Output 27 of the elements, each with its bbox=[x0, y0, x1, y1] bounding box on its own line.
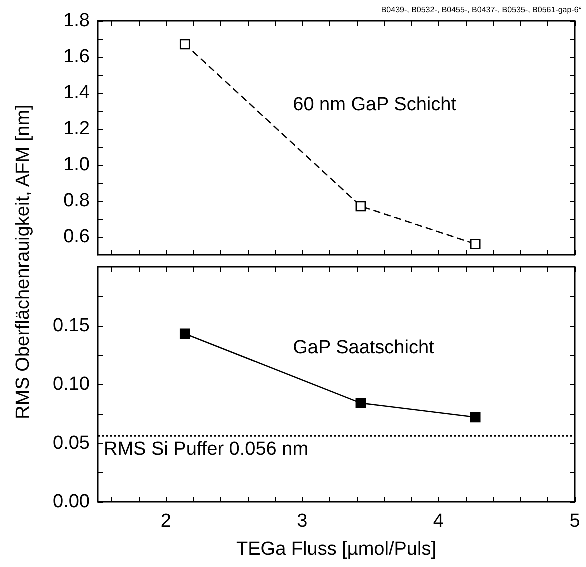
y-tick-label: 0.15 bbox=[53, 315, 90, 336]
y-tick-label: 0.05 bbox=[53, 432, 90, 454]
text: B0439-, B0532-, B0455-, B0437-, B0535-, B0561-gap-6° bbox=[381, 6, 582, 14]
point bbox=[180, 39, 190, 50]
y-tick-label: 1.6 bbox=[64, 46, 90, 68]
x-tick-label: 3 bbox=[297, 511, 308, 532]
y-tick-label: 1.2 bbox=[64, 118, 90, 140]
series-label: 60 nm GaP Schicht bbox=[293, 94, 458, 116]
x-tick-label: 5 bbox=[570, 511, 580, 532]
y-tick-label: 0.6 bbox=[64, 226, 90, 248]
x-axis-title: TEGa Fluss [µmol/Puls] bbox=[236, 539, 436, 560]
y-tick-label: 0.8 bbox=[64, 190, 90, 212]
y-tick-label: 1.0 bbox=[64, 154, 90, 176]
y-axis-title: RMS Oberflächenrauigkeit, AFM [nm] bbox=[13, 104, 35, 420]
point bbox=[180, 328, 190, 340]
y-tick-label: 1.4 bbox=[64, 82, 90, 104]
x-tick-label: 2 bbox=[160, 511, 172, 532]
x-tick-label: 4 bbox=[433, 511, 444, 532]
y-tick-label: 0.00 bbox=[53, 492, 90, 512]
y-tick-label: 0.10 bbox=[53, 374, 90, 395]
point bbox=[470, 412, 481, 423]
series-label: GaP Saatschicht bbox=[293, 338, 436, 359]
point bbox=[356, 398, 366, 409]
ref-line-label: RMS Si Puffer 0.056 nm bbox=[104, 439, 309, 460]
point bbox=[356, 201, 366, 212]
y-tick-label: 1.8 bbox=[64, 10, 90, 32]
point bbox=[470, 238, 481, 250]
